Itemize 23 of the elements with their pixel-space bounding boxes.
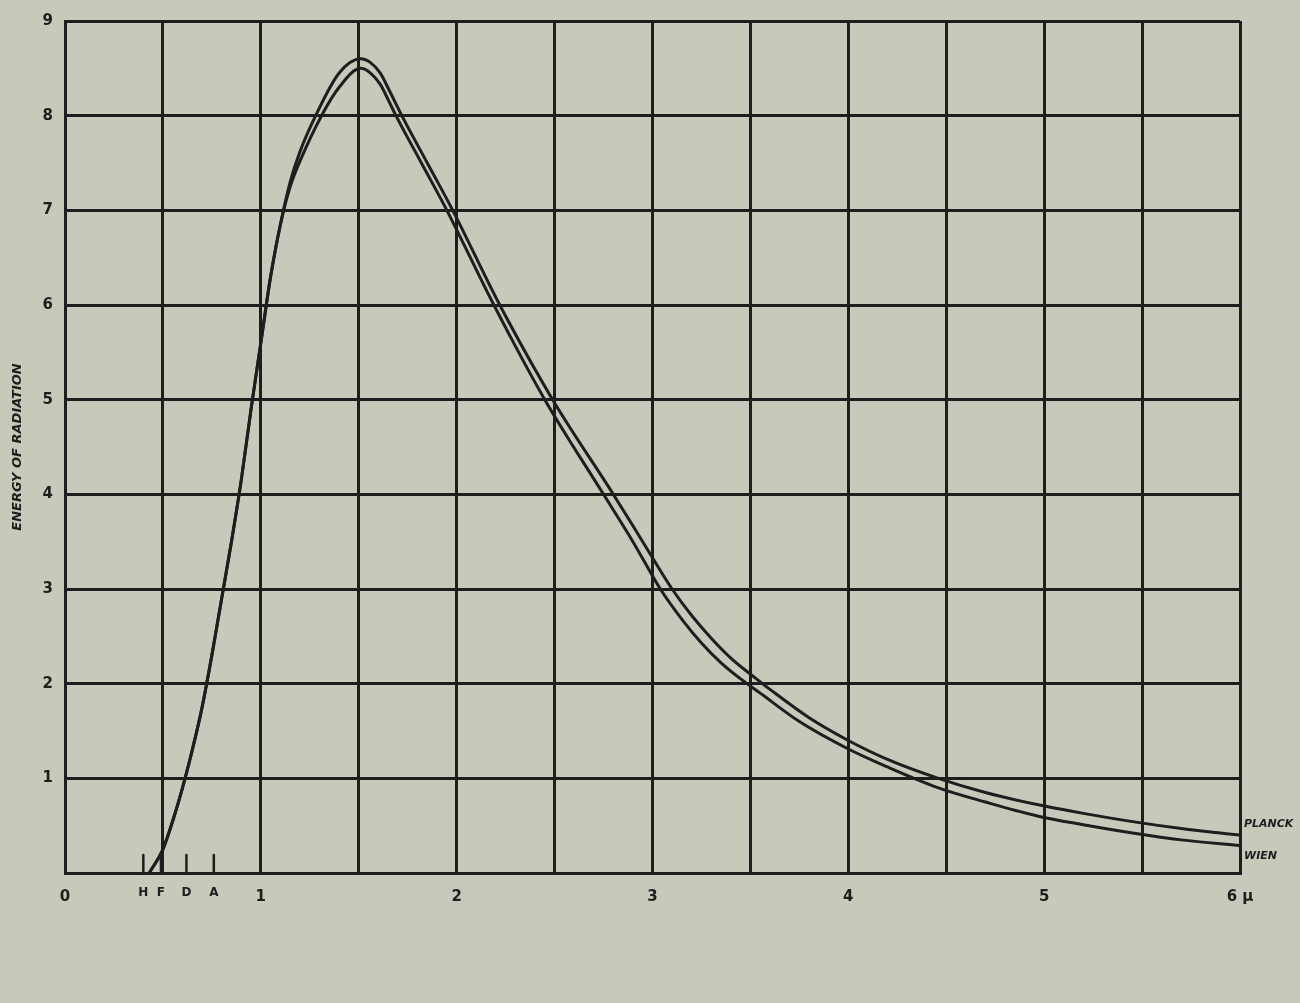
x-tick-label: 4 [843,886,854,905]
y-tick-label: 1 [42,768,53,787]
series-label: PLANCK [1244,817,1295,831]
y-tick-label: 8 [42,105,53,124]
y-tick-label: 3 [42,578,53,597]
x-tick-label: 3 [647,886,658,905]
ref-line-label: H [138,885,149,900]
y-tick-label: 6 [42,294,53,313]
y-tick-label: 7 [42,200,53,219]
x-tick-label: 0 [59,886,71,905]
ref-line-label: A [209,885,220,900]
x-tick-label: 5 [1038,886,1050,905]
y-axis-title: ENERGY OF RADIATION [9,363,25,531]
y-tick-label: 9 [42,10,53,29]
y-tick-label: 4 [42,484,53,503]
ref-line-label: D [181,885,192,900]
y-tick-label: 5 [42,389,53,408]
x-tick-label: 2 [451,886,462,905]
series-label: WIEN [1244,848,1277,862]
y-tick-label: 2 [42,673,53,692]
x-tick-label: 6 μ [1226,886,1254,905]
ref-line-label: F [156,885,166,900]
x-tick-label: 1 [255,886,267,905]
